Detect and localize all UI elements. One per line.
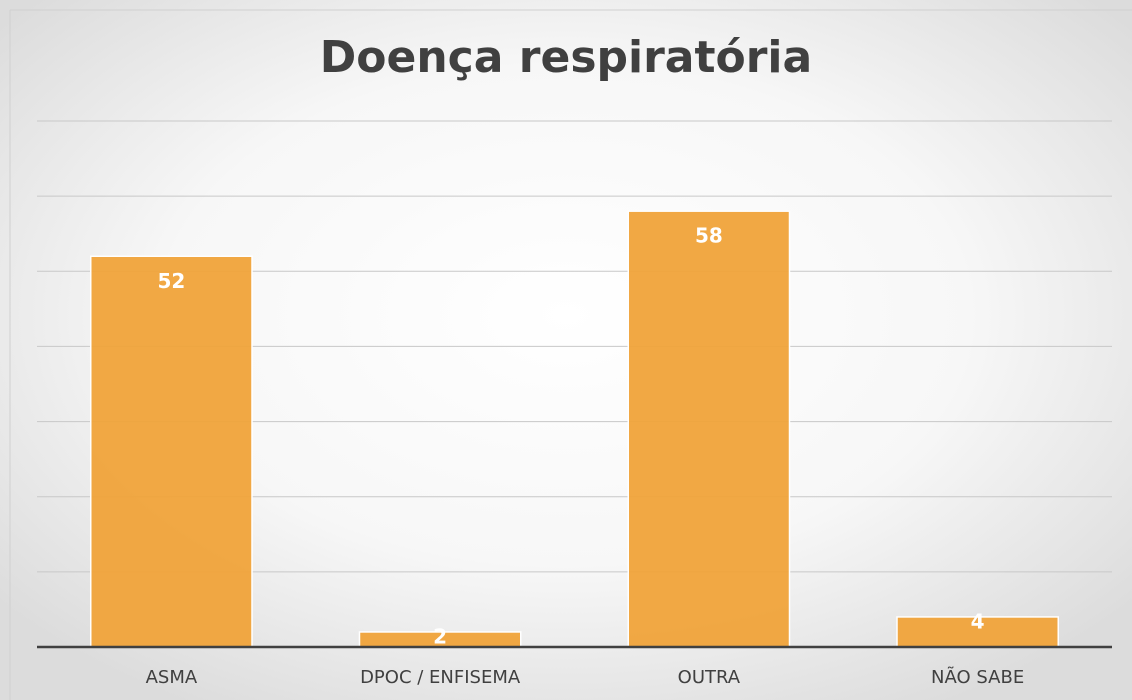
bar: [90, 255, 253, 648]
bar: [627, 210, 791, 648]
data-label: 2: [433, 624, 447, 648]
data-label: 4: [971, 609, 985, 633]
data-label: 52: [157, 269, 185, 293]
x-tick-label: ASMA: [146, 667, 198, 688]
x-tick-label: OUTRA: [678, 667, 741, 688]
x-tick-label: DPOC / ENFISEMA: [360, 667, 521, 688]
data-label: 58: [695, 224, 723, 248]
x-tick-label: NÃO SABE: [931, 666, 1024, 688]
chart-title: Doença respiratória: [320, 32, 812, 83]
